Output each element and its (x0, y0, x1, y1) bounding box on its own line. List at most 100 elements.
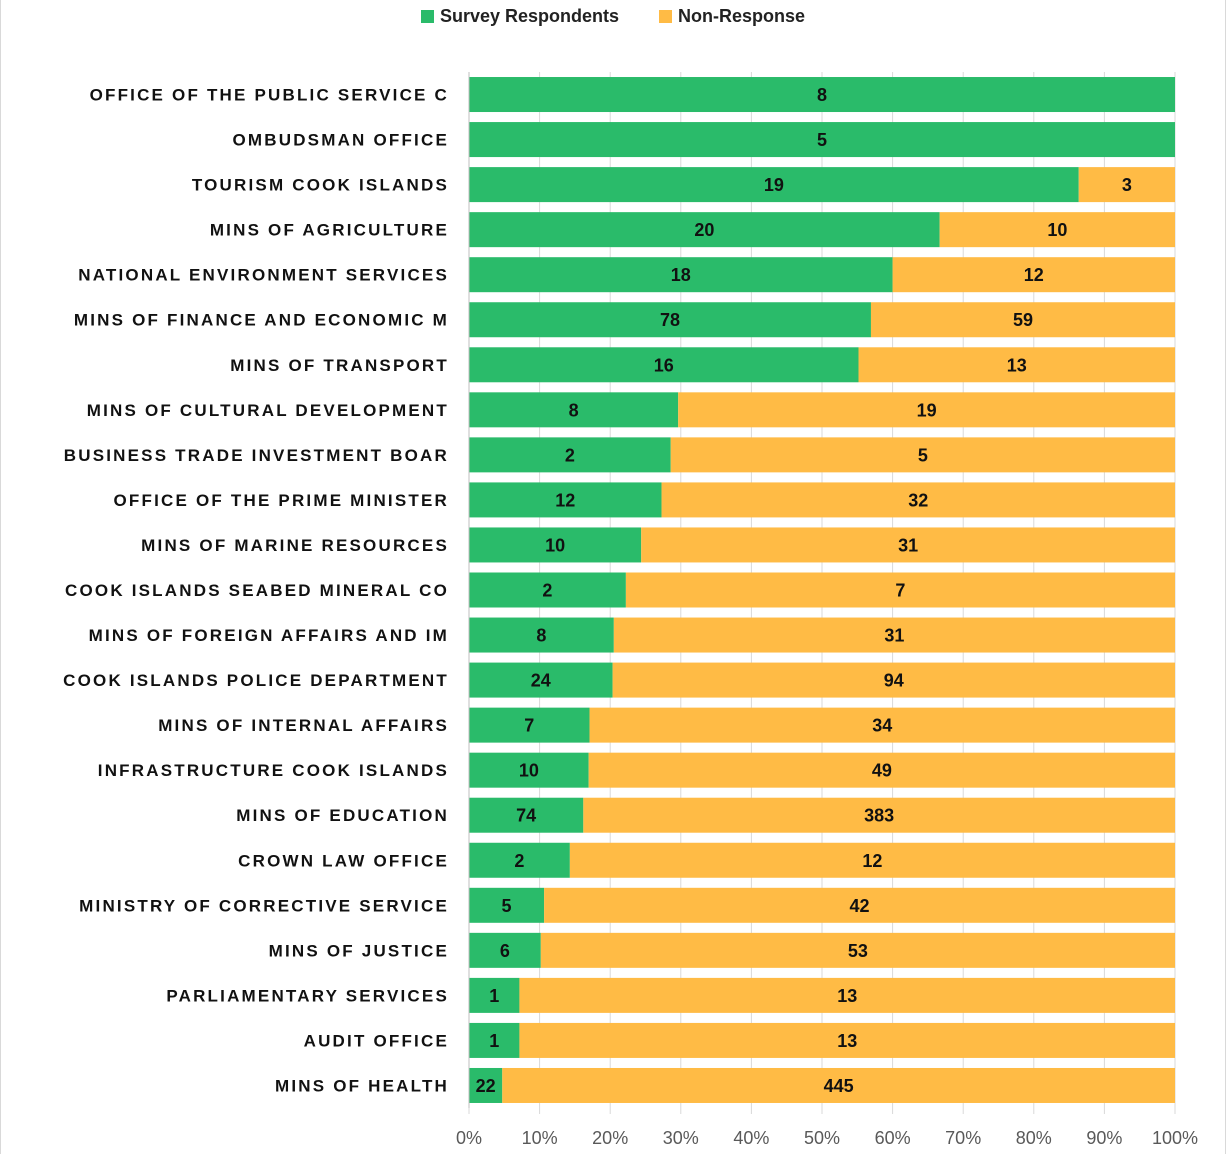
category-label-5: MINS OF FINANCE AND ECONOMIC M (74, 311, 449, 330)
data-label-7-0: 8 (569, 400, 579, 420)
bar-segment-18-1 (544, 887, 1175, 923)
legend-label-non-response: Non-Response (678, 6, 806, 26)
category-label-8: BUSINESS TRADE INVESTMENT BOAR (64, 446, 449, 465)
x-tick-label-5: 50% (804, 1128, 840, 1148)
x-tick-label-10: 100% (1152, 1128, 1198, 1148)
x-tick-label-0: 0% (456, 1128, 482, 1148)
category-label-15: INFRASTRUCTURE COOK ISLANDS (98, 761, 449, 780)
data-label-19-1: 53 (848, 941, 868, 961)
data-label-8-0: 2 (565, 445, 575, 465)
category-label-0: OFFICE OF THE PUBLIC SERVICE C (90, 86, 449, 105)
data-label-14-1: 34 (872, 716, 892, 736)
legend-item-survey-respondents: Survey Respondents (420, 6, 620, 27)
data-label-12-0: 8 (536, 626, 546, 646)
data-label-21-1: 13 (837, 1031, 857, 1051)
category-label-7: MINS OF CULTURAL DEVELOPMENT (87, 401, 449, 420)
bar-segment-4-0 (469, 257, 893, 293)
category-label-17: CROWN LAW OFFICE (238, 851, 449, 870)
bar-segment-4-1 (892, 257, 1175, 293)
bar-segment-1-0 (469, 122, 1175, 158)
data-label-15-0: 10 (519, 761, 539, 781)
bar-segment-3-1 (939, 212, 1175, 248)
bar-segment-17-1 (569, 842, 1175, 878)
category-label-13: COOK ISLANDS POLICE DEPARTMENT (63, 671, 449, 690)
bar-segment-5-1 (870, 302, 1175, 338)
data-label-13-1: 94 (884, 671, 904, 691)
bar-segment-22-0 (469, 1067, 503, 1103)
data-label-17-0: 2 (514, 851, 524, 871)
legend-item-non-response: Non-Response (659, 6, 805, 27)
bar-segment-19-1 (540, 932, 1175, 968)
bar-segment-6-0 (469, 347, 859, 383)
x-tick-label-2: 20% (592, 1128, 628, 1148)
category-label-19: MINS OF JUSTICE (269, 941, 449, 960)
category-label-16: MINS OF EDUCATION (236, 806, 449, 825)
bar-segment-20-1 (519, 977, 1175, 1013)
category-label-3: MINS OF AGRICULTURE (210, 221, 449, 240)
data-label-19-0: 6 (500, 941, 510, 961)
data-label-18-0: 5 (502, 896, 512, 916)
bar-segment-18-0 (469, 887, 545, 923)
bar-segment-0-0 (469, 77, 1175, 113)
x-tick-label-4: 40% (733, 1128, 769, 1148)
category-label-20: PARLIAMENTARY SERVICES (166, 986, 449, 1005)
data-label-21-0: 1 (489, 1031, 499, 1051)
data-label-10-1: 31 (898, 535, 918, 555)
bar-segment-2-0 (469, 167, 1079, 203)
x-tick-label-9: 90% (1086, 1128, 1122, 1148)
bar-segment-10-1 (641, 527, 1175, 563)
data-label-22-0: 22 (476, 1076, 496, 1096)
x-tick-label-7: 70% (945, 1128, 981, 1148)
data-label-4-1: 12 (1024, 265, 1044, 285)
data-label-1-0: 5 (817, 130, 827, 150)
category-label-11: COOK ISLANDS SEABED MINERAL CO (65, 581, 449, 600)
category-label-1: OMBUDSMAN OFFICE (232, 131, 449, 150)
bar-segment-8-1 (670, 437, 1175, 473)
legend-swatch-non-response (659, 10, 673, 23)
data-label-5-0: 78 (660, 310, 680, 330)
data-label-9-1: 32 (908, 490, 928, 510)
x-tick-label-8: 80% (1016, 1128, 1052, 1148)
bar-segment-11-1 (625, 572, 1175, 608)
x-tick-label-6: 60% (875, 1128, 911, 1148)
data-label-11-0: 2 (542, 581, 552, 601)
x-tick-label-3: 30% (663, 1128, 699, 1148)
data-label-14-0: 7 (524, 716, 534, 736)
bar-segment-11-0 (469, 572, 626, 608)
data-label-10-0: 10 (545, 535, 565, 555)
legend: Survey Respondents Non-Response (0, 6, 1226, 27)
bar-segment-2-1 (1078, 167, 1175, 203)
x-tick-label-1: 10% (522, 1128, 558, 1148)
category-label-21: AUDIT OFFICE (304, 1031, 449, 1050)
bar-segment-12-1 (613, 617, 1175, 653)
category-label-12: MINS OF FOREIGN AFFAIRS AND IM (89, 626, 449, 645)
data-label-15-1: 49 (872, 761, 892, 781)
data-label-5-1: 59 (1013, 310, 1033, 330)
bar-segment-22-1 (502, 1067, 1175, 1103)
data-label-20-0: 1 (489, 986, 499, 1006)
data-label-9-0: 12 (555, 490, 575, 510)
data-label-16-1: 383 (864, 806, 894, 826)
bar-segment-14-0 (469, 707, 590, 743)
bar-segment-16-0 (469, 797, 584, 833)
data-label-6-1: 13 (1007, 355, 1027, 375)
category-label-4: NATIONAL ENVIRONMENT SERVICES (78, 266, 449, 285)
bar-segment-12-0 (469, 617, 614, 653)
data-label-3-0: 20 (694, 220, 714, 240)
category-label-9: OFFICE OF THE PRIME MINISTER (114, 491, 450, 510)
bar-segment-10-0 (469, 527, 642, 563)
bar-segment-20-0 (469, 977, 520, 1013)
bar-segment-9-0 (469, 482, 662, 518)
bar-segment-21-0 (469, 1022, 520, 1058)
data-label-2-1: 3 (1122, 175, 1132, 195)
legend-label-survey-respondents: Survey Respondents (439, 6, 620, 26)
category-label-2: TOURISM COOK ISLANDS (192, 176, 449, 195)
bar-segment-5-0 (469, 302, 871, 338)
data-label-20-1: 13 (837, 986, 857, 1006)
category-label-14: MINS OF INTERNAL AFFAIRS (158, 716, 449, 735)
data-label-12-1: 31 (884, 626, 904, 646)
data-label-3-1: 10 (1047, 220, 1067, 240)
bar-segment-16-1 (583, 797, 1175, 833)
category-label-10: MINS OF MARINE RESOURCES (141, 536, 449, 555)
